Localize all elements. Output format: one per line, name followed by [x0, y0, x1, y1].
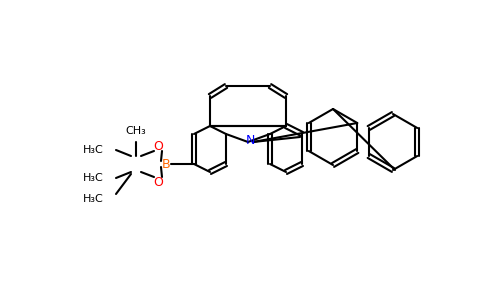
Text: B: B — [162, 158, 170, 170]
Text: H₃C: H₃C — [83, 173, 104, 183]
Text: O: O — [153, 140, 163, 152]
Text: O: O — [153, 176, 163, 188]
Text: H₃C: H₃C — [83, 145, 104, 155]
Text: H₃C: H₃C — [83, 194, 104, 204]
Text: N: N — [245, 134, 255, 146]
Text: CH₃: CH₃ — [126, 126, 146, 136]
